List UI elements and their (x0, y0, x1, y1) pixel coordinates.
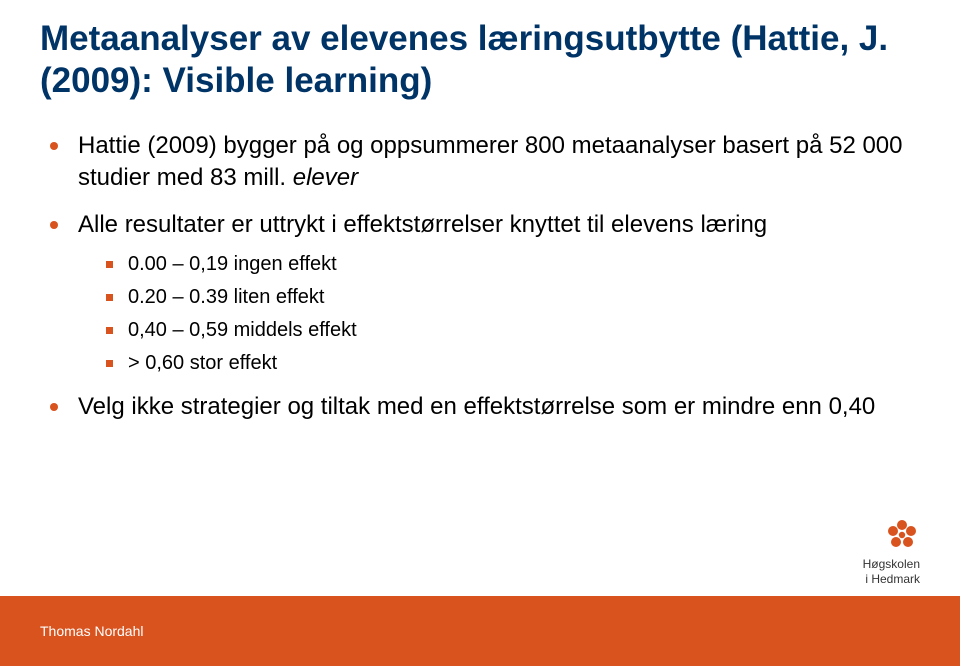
footer-bar: Thomas Nordahl (0, 596, 960, 666)
logo-line2: i Hedmark (863, 572, 920, 586)
page-title: Metaanalyser av elevenes læringsutbytte … (40, 18, 920, 102)
logo-line1: Høgskolen (863, 557, 920, 571)
bullet-text: Hattie (2009) bygger på og oppsummerer 8… (78, 132, 903, 191)
bullet-item: Alle resultater er uttrykt i effektstørr… (50, 209, 920, 377)
footer-author: Thomas Nordahl (40, 623, 144, 639)
bullet-list: Hattie (2009) bygger på og oppsummerer 8… (50, 130, 920, 424)
sub-bullet-item: 0.00 – 0,19 ingen effekt (106, 251, 920, 278)
flower-icon (884, 517, 920, 553)
sub-bullet-list: 0.00 – 0,19 ingen effekt 0.20 – 0.39 lit… (78, 251, 920, 377)
logo: Høgskolen i Hedmark (863, 517, 920, 586)
sub-bullet-item: 0.20 – 0.39 liten effekt (106, 284, 920, 311)
sub-bullet-text: 0,40 – 0,59 middels effekt (128, 319, 357, 341)
slide: Metaanalyser av elevenes læringsutbytte … (0, 0, 960, 666)
content-area: Hattie (2009) bygger på og oppsummerer 8… (40, 130, 920, 424)
sub-bullet-text: 0.20 – 0.39 liten effekt (128, 286, 324, 308)
sub-bullet-item: 0,40 – 0,59 middels effekt (106, 317, 920, 344)
logo-text: Høgskolen i Hedmark (863, 557, 920, 586)
bullet-item: Velg ikke strategier og tiltak med en ef… (50, 391, 920, 423)
sub-bullet-text: > 0,60 stor effekt (128, 352, 277, 374)
bullet-item: Hattie (2009) bygger på og oppsummerer 8… (50, 130, 920, 195)
bullet-text: Alle resultater er uttrykt i effektstørr… (78, 211, 767, 238)
sub-bullet-text: 0.00 – 0,19 ingen effekt (128, 253, 337, 275)
bullet-text: Velg ikke strategier og tiltak med en ef… (78, 393, 875, 420)
sub-bullet-item: > 0,60 stor effekt (106, 350, 920, 377)
bullet-text-italic: elever (293, 164, 358, 191)
